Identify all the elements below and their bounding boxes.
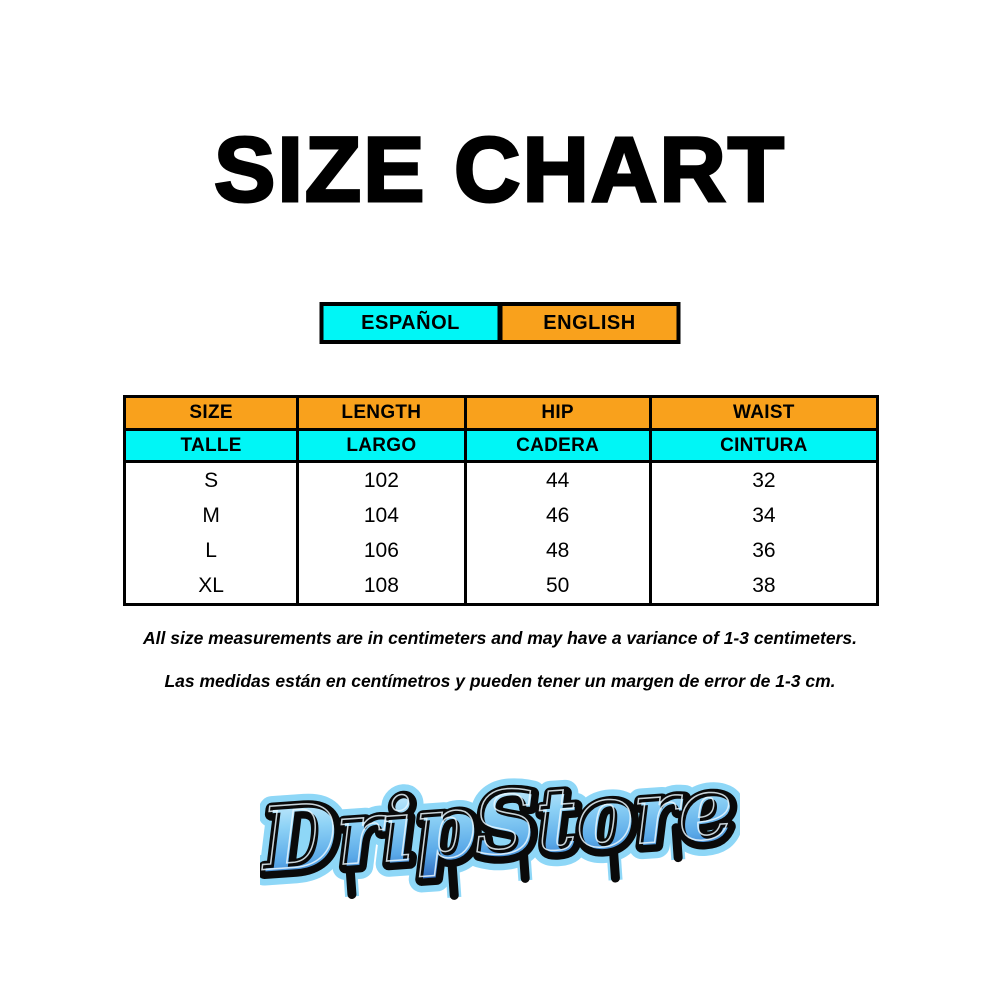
table-cell-hip-l: 48 xyxy=(463,533,649,568)
table-cell-size-l: L xyxy=(205,538,217,562)
tab-espanol[interactable]: ESPAÑOL xyxy=(323,306,498,340)
table-cell-size-m: M xyxy=(202,503,220,527)
table-cell-size-s: S xyxy=(204,468,219,492)
size-table: SIZE LENGTH HIP WAIST TALLE LARGO CADERA… xyxy=(123,395,879,606)
table-cell-waist-m: 34 xyxy=(648,498,876,533)
tab-english[interactable]: ENGLISH xyxy=(502,306,677,340)
table-cell-length-m: 104 xyxy=(296,498,463,533)
language-toggle: ESPAÑOL ENGLISH xyxy=(319,302,681,344)
note-english: All size measurements are in centimeters… xyxy=(143,628,857,648)
table-cell-waist-xl: 38 xyxy=(648,568,876,603)
logo-drips-fill xyxy=(346,823,681,896)
table-cell-hip-m: 46 xyxy=(463,498,649,533)
table-cell-length-xl: 108 xyxy=(296,568,463,603)
table-cell-size-xl: XL xyxy=(198,573,224,597)
note-spanish: Las medidas están en centímetros y puede… xyxy=(164,671,836,691)
table-cell-length-s: 102 xyxy=(296,463,463,498)
header-cell-size: SIZE xyxy=(126,398,297,431)
header-cell-length: LENGTH xyxy=(296,398,464,431)
dripstore-logo-graphic: DripStore DripStore xyxy=(260,748,740,907)
table-cell-length-l: 106 xyxy=(296,533,463,568)
table-cell-hip-s: 44 xyxy=(463,463,649,498)
table-cell-waist-l: 36 xyxy=(648,533,876,568)
header-cell-largo: LARGO xyxy=(296,431,464,463)
header-cell-cintura: CINTURA xyxy=(648,431,876,463)
header-cell-cadera: CADERA xyxy=(463,431,649,463)
header-cell-hip: HIP xyxy=(463,398,649,431)
page-title: SIZE CHART xyxy=(213,118,786,223)
header-cell-waist: WAIST xyxy=(648,398,876,431)
header-cell-talle: TALLE xyxy=(126,431,297,463)
table-cell-hip-xl: 50 xyxy=(463,568,649,603)
logo-highlight-layer: DripStore xyxy=(260,757,736,891)
table-cell-waist-s: 32 xyxy=(648,463,876,498)
brand-logo: DripStore DripStore xyxy=(260,748,740,923)
